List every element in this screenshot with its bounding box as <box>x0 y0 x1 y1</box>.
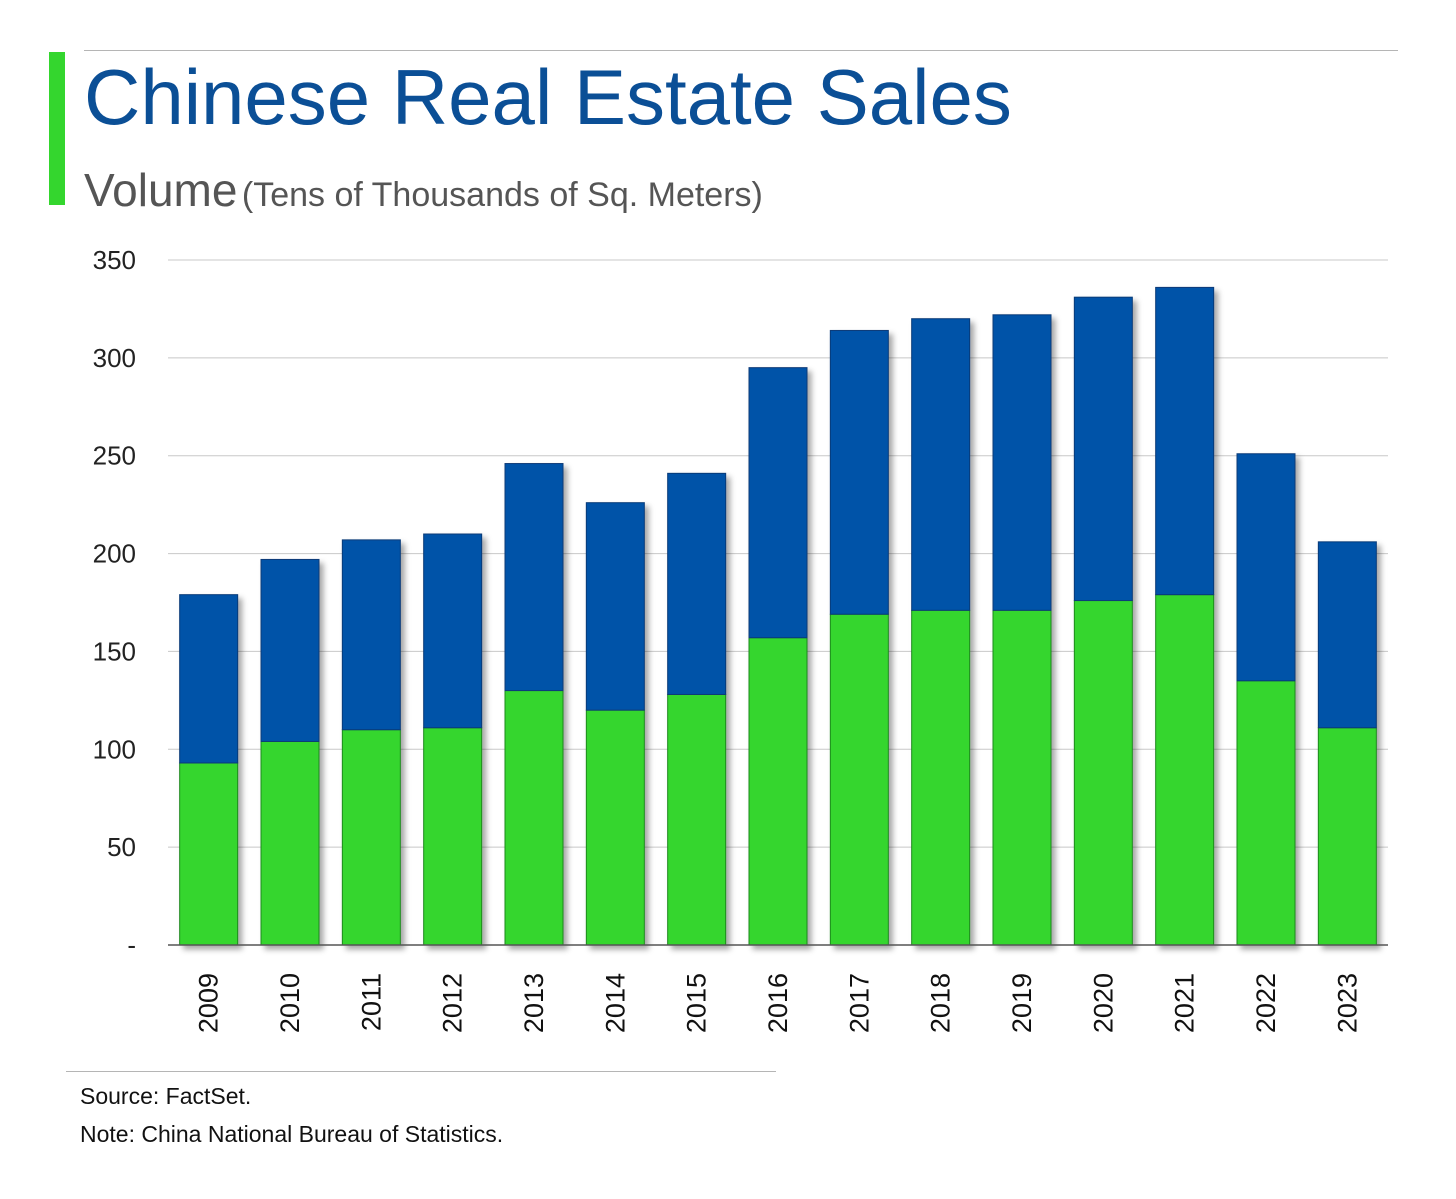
bar-segment-lower <box>992 609 1052 946</box>
bar-stack <box>1073 296 1133 946</box>
bar-segment-lower <box>829 613 889 946</box>
bar-segment-upper <box>829 329 889 615</box>
bar-segment-upper <box>423 533 483 729</box>
bar-segment-upper <box>1236 453 1296 682</box>
subtitle-main: Volume <box>84 164 238 216</box>
bar-stack <box>748 367 808 946</box>
chart-subtitle: Volume (Tens of Thousands of Sq. Meters) <box>84 163 763 217</box>
x-tick-label: 2020 <box>1088 973 1118 1033</box>
y-tick-label: 200 <box>93 539 136 569</box>
x-tick-label: 2015 <box>682 973 712 1033</box>
x-tick-label: 2022 <box>1251 973 1281 1033</box>
bar-segment-upper <box>260 558 320 742</box>
x-tick-label: 2016 <box>763 973 793 1033</box>
bar-segment-upper <box>341 539 401 731</box>
bar-stack <box>260 558 320 946</box>
bar-stack <box>585 502 645 946</box>
bar-stack <box>423 533 483 946</box>
bar-stack <box>1236 453 1296 946</box>
y-tick-label: 100 <box>93 734 136 764</box>
bar-stack <box>667 472 727 946</box>
x-tick-label: 2009 <box>194 973 224 1033</box>
bar-stack <box>829 329 889 946</box>
bar-stack <box>911 318 971 946</box>
y-tick-label: - <box>127 930 136 960</box>
bar-stack <box>179 594 239 946</box>
bar-segment-lower <box>1317 727 1377 946</box>
bar-segment-upper <box>992 314 1052 611</box>
x-tick-label: 2013 <box>519 973 549 1033</box>
stacked-bar-chart: - 50 100 150 200 250 300 350 2009 2010 2011 2012 201… <box>93 245 1388 1033</box>
x-tick-label: 2021 <box>1170 973 1200 1033</box>
bar-stack <box>992 314 1052 946</box>
bar-segment-lower <box>341 729 401 946</box>
footer-rule <box>66 1071 776 1072</box>
bar-stack <box>341 539 401 946</box>
x-tick-label: 2012 <box>438 973 468 1033</box>
bar-segment-lower <box>911 609 971 946</box>
bar-segment-lower <box>1073 600 1133 946</box>
x-tick-label: 2019 <box>1007 973 1037 1033</box>
bar-segment-lower <box>179 762 239 946</box>
subtitle-unit: (Tens of Thousands of Sq. Meters) <box>241 176 763 214</box>
source-note: Source: FactSet. <box>80 1083 252 1109</box>
x-tick-label: 2017 <box>844 973 874 1033</box>
bar-segment-lower <box>504 690 564 946</box>
bar-segment-upper <box>1073 296 1133 602</box>
chart-title: Chinese Real Estate Sales <box>84 53 1012 141</box>
x-tick-label: 2018 <box>926 973 956 1033</box>
bar-segment-upper <box>748 367 808 639</box>
bar-segment-lower <box>667 693 727 946</box>
bar-segment-upper <box>1317 541 1377 729</box>
bar-segment-upper <box>504 463 564 692</box>
bar-segment-upper <box>1155 286 1215 596</box>
bar-segment-lower <box>748 637 808 946</box>
y-tick-label: 50 <box>107 832 136 862</box>
y-tick-label: 150 <box>93 636 136 666</box>
x-tick-label: 2023 <box>1332 973 1362 1033</box>
y-tick-label: 300 <box>93 343 136 373</box>
bar-stack <box>504 463 564 946</box>
bar-segment-upper <box>911 318 971 611</box>
bar-segment-lower <box>1236 680 1296 946</box>
x-tick-label: 2010 <box>275 973 305 1033</box>
footnote: Note: China National Bureau of Statistic… <box>80 1121 504 1147</box>
bar-segment-lower <box>1155 594 1215 946</box>
top-rule <box>84 50 1398 51</box>
x-tick-label: 2014 <box>600 973 630 1033</box>
bar-segment-upper <box>667 472 727 695</box>
title-accent-bar <box>49 52 65 205</box>
x-tick-label: 2011 <box>356 973 386 1031</box>
bar-stack <box>1317 541 1377 946</box>
bar-stack <box>1155 286 1215 946</box>
bar-segment-upper <box>585 502 645 711</box>
bar-segment-lower <box>260 740 320 946</box>
bar-segment-lower <box>585 709 645 946</box>
bar-segment-upper <box>179 594 239 764</box>
bar-segment-lower <box>423 727 483 946</box>
y-tick-label: 350 <box>93 245 136 275</box>
y-tick-label: 250 <box>93 441 136 471</box>
